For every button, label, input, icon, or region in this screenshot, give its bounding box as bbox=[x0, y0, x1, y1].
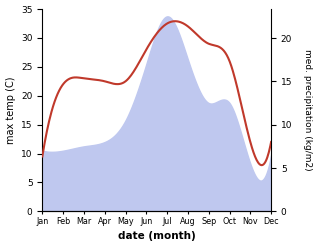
Y-axis label: med. precipitation (kg/m2): med. precipitation (kg/m2) bbox=[303, 49, 313, 171]
Y-axis label: max temp (C): max temp (C) bbox=[5, 76, 16, 144]
X-axis label: date (month): date (month) bbox=[118, 231, 196, 242]
